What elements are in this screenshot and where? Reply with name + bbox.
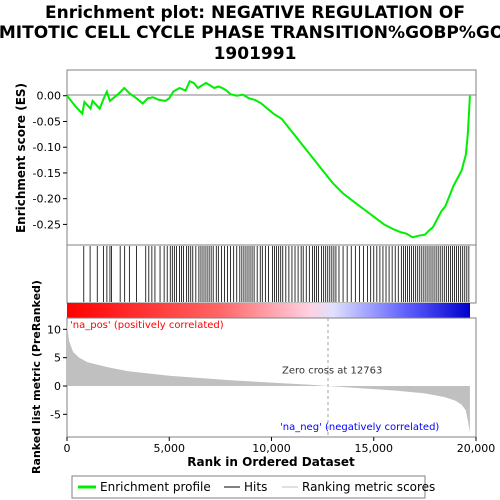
es-y-tick-label: 0.00 (37, 90, 62, 103)
hit-marks (83, 246, 470, 302)
na-pos-label: 'na_pos' (positively correlated) (70, 320, 224, 331)
x-tick-label: 10,000 (252, 442, 291, 455)
rank-color-bar (67, 303, 470, 318)
es-y-axis-label: Enrichment score (ES) (14, 83, 28, 233)
ranking-y-tick-label: -5 (50, 408, 61, 421)
na-neg-label: 'na_neg' (negatively correlated) (280, 422, 439, 433)
es-y-ticks: 0.00 -0.05 -0.10 -0.15 -0.20 -0.25 (33, 90, 67, 231)
enrichment-profile-line (66, 80, 471, 239)
x-tick-label: 15,000 (355, 442, 394, 455)
x-tick-label: 5,000 (154, 442, 186, 455)
legend: Enrichment profile Hits Ranking metric s… (71, 475, 435, 499)
legend-frame (71, 475, 426, 499)
es-y-tick-label: -0.10 (33, 141, 61, 154)
ranking-metric-area (67, 323, 470, 433)
es-y-tick-label: -0.05 (33, 115, 61, 128)
x-axis-ticks: 0 5,000 10,000 15,000 20,000 (64, 437, 496, 455)
hits-panel-frame (66, 244, 477, 304)
es-panel-frame (66, 69, 477, 246)
ranking-y-tick-label: 10 (47, 323, 61, 336)
zero-cross-label: Zero cross at 12763 (282, 366, 382, 377)
legend-item-ranking: Ranking metric scores (302, 480, 435, 494)
es-y-tick-label: -0.20 (33, 193, 61, 206)
es-y-tick-label: -0.25 (33, 218, 61, 231)
ranking-y-tick-label: 0 (54, 380, 61, 393)
es-y-tick-label: -0.15 (33, 167, 61, 180)
x-tick-label: 20,000 (457, 442, 496, 455)
legend-item-profile: Enrichment profile (100, 480, 211, 494)
chart-title-line-1: Enrichment plot: NEGATIVE REGULATION OF (45, 3, 465, 23)
x-tick-label: 0 (64, 442, 71, 455)
x-axis-label: Rank in Ordered Dataset (187, 455, 355, 469)
ranking-panel: Zero cross at 12763 'na_pos' (positively… (30, 280, 477, 474)
chart-title-line-2: MITOTIC CELL CYCLE PHASE TRANSITION%GOBP… (0, 23, 500, 43)
legend-item-hits: Hits (244, 480, 267, 494)
hits-panel (66, 244, 477, 304)
ranking-y-tick-label: 5 (54, 352, 61, 365)
ranking-y-ticks: 10 5 0 -5 (47, 323, 67, 421)
es-panel: 0.00 -0.05 -0.10 -0.15 -0.20 -0.25 Enrichment… (14, 69, 477, 246)
ranking-y-axis-label: Ranked list metric (PreRanked) (30, 280, 43, 474)
chart-title-line-3: 1901991 (214, 44, 297, 64)
